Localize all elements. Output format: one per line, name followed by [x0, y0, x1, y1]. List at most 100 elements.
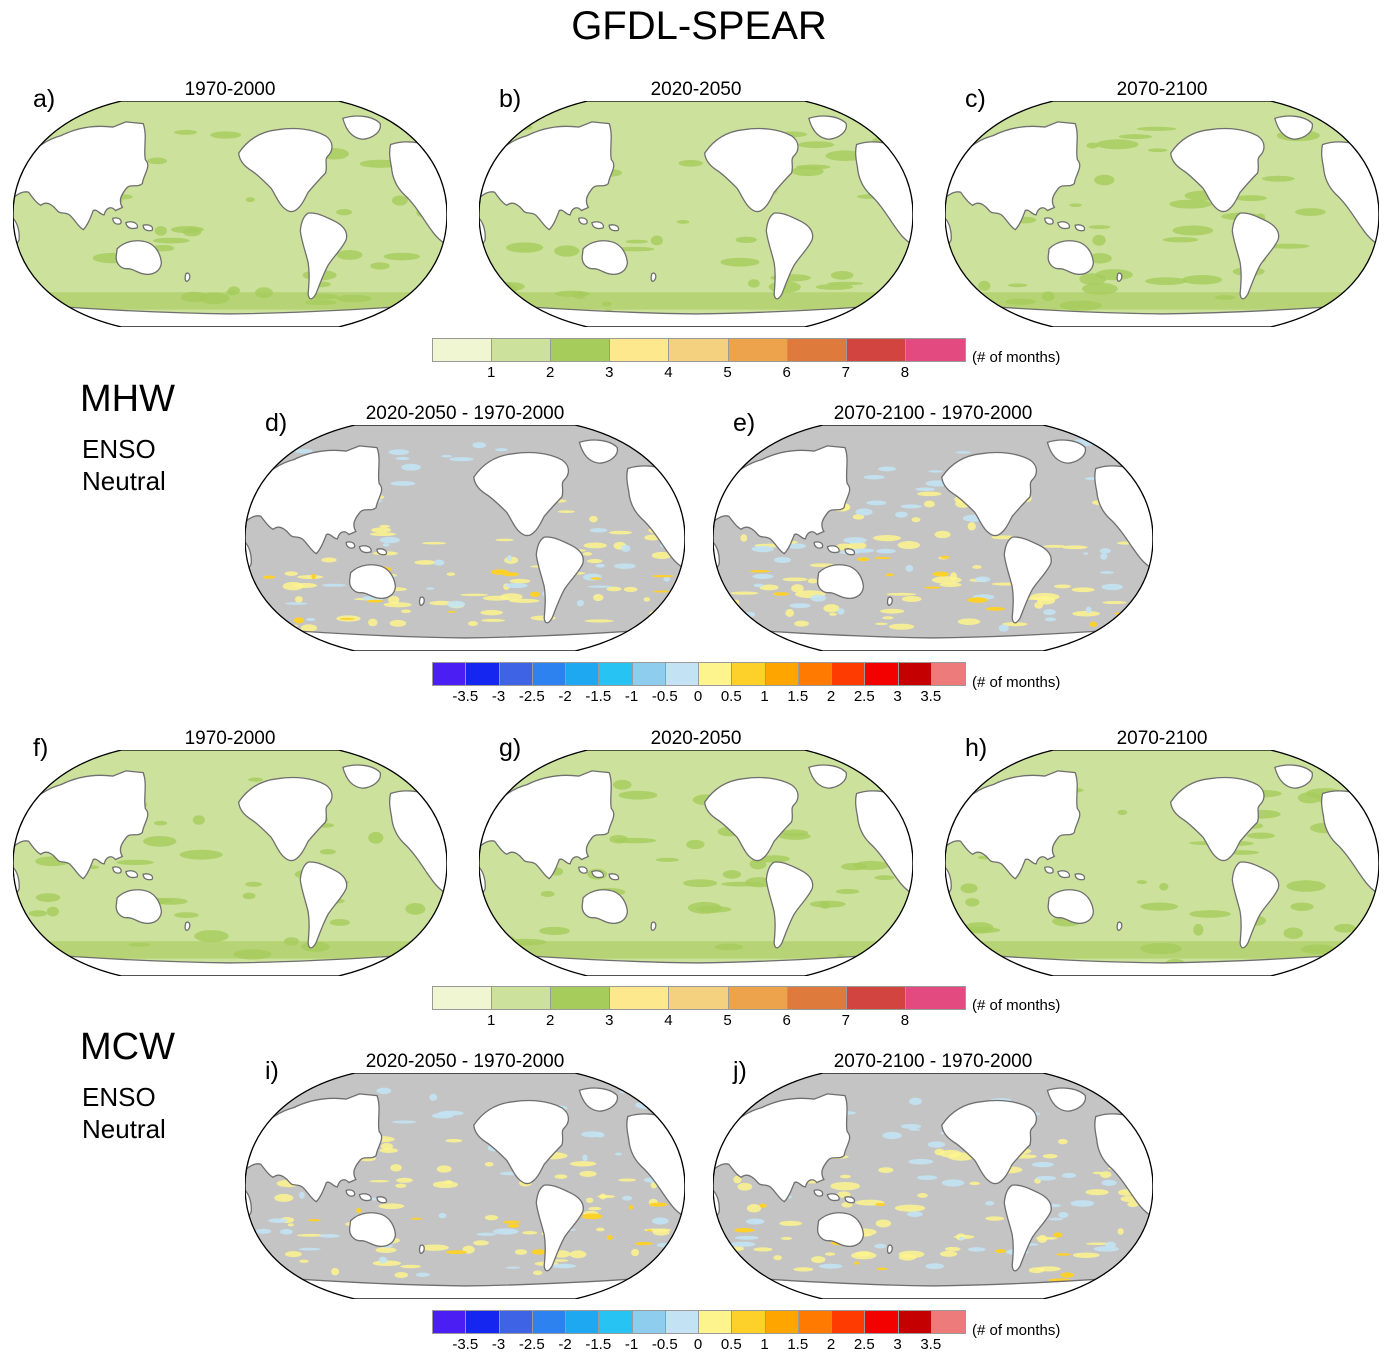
colorbar-swatch — [846, 987, 906, 1009]
higher-count-patch — [1193, 923, 1204, 936]
negative-anomaly-patch — [1085, 477, 1098, 481]
negative-anomaly-patch — [917, 1175, 938, 1181]
map-border — [945, 101, 1379, 327]
higher-count-patch — [370, 262, 390, 270]
strong-positive-anomaly-patch — [1056, 1253, 1071, 1256]
higher-count-patch — [830, 270, 854, 280]
positive-anomaly-patch — [623, 586, 638, 592]
higher-count-patch — [609, 834, 628, 844]
higher-count-patch — [618, 790, 658, 800]
negative-anomaly-patch — [379, 536, 400, 544]
map-panel-7 — [945, 750, 1379, 976]
landmass — [1003, 536, 1052, 624]
higher-count-patch — [780, 829, 809, 837]
landmass — [941, 451, 1038, 537]
negative-anomaly-patch — [279, 1229, 293, 1235]
higher-count-patch — [170, 226, 204, 234]
map-border — [245, 425, 685, 651]
colorbar-swatch — [905, 987, 965, 1009]
section-sub-mcw-2: Neutral — [82, 1114, 166, 1144]
landmass — [1074, 873, 1086, 881]
positive-anomaly-patch — [894, 1204, 926, 1212]
panel-letter-3: d) — [265, 409, 288, 437]
positive-anomaly-patch — [596, 1227, 605, 1232]
colorbar-swatch — [865, 1311, 899, 1333]
strong-positive-anomaly-patch — [606, 1235, 613, 1240]
landmass — [479, 770, 615, 880]
colorbar-swatch — [492, 987, 552, 1009]
landmass — [578, 439, 619, 464]
higher-count-patch — [1262, 175, 1295, 182]
negative-anomaly-patch — [635, 1101, 657, 1109]
section-label-mhw: MHW — [80, 378, 175, 420]
negative-anomaly-patch — [433, 559, 445, 566]
strong-positive-anomaly-patch — [339, 617, 356, 620]
negative-anomaly-patch — [905, 564, 914, 572]
positive-anomaly-patch — [296, 1233, 325, 1237]
panel-title-1: 2020-2050 — [650, 79, 742, 100]
positive-anomaly-patch — [824, 1252, 836, 1256]
positive-anomaly-patch — [829, 612, 837, 616]
positive-anomaly-patch — [898, 1254, 917, 1261]
colorbar-swatch — [798, 663, 832, 685]
colorbar-tick-label: 3 — [605, 1012, 614, 1029]
landmass — [945, 121, 1081, 231]
landmass — [245, 1093, 383, 1203]
landmass — [115, 889, 163, 924]
higher-count-patch — [655, 857, 680, 862]
strong-positive-anomaly-patch — [734, 1286, 752, 1289]
panel-letter-0: a) — [33, 85, 56, 113]
landmass — [591, 221, 605, 230]
map-panel-6 — [479, 750, 913, 976]
negative-anomaly-patch — [773, 556, 791, 564]
strong-positive-anomaly-patch — [734, 1227, 755, 1233]
higher-count-patch — [1333, 923, 1356, 933]
positive-anomaly-patch — [294, 582, 318, 588]
colorbar-tick-label: 4 — [664, 364, 673, 381]
positive-anomaly-patch — [395, 1183, 407, 1188]
negative-anomaly-patch — [640, 446, 651, 452]
landmass — [713, 1093, 851, 1203]
negative-anomaly-patch — [472, 442, 486, 449]
positive-anomaly-patch — [389, 619, 407, 627]
higher-count-patch — [957, 926, 1001, 934]
strong-positive-anomaly-patch — [649, 1202, 668, 1207]
positive-anomaly-patch — [746, 1204, 762, 1213]
higher-count-patch — [978, 280, 991, 291]
positive-anomaly-patch — [297, 575, 324, 579]
negative-anomaly-patch — [1099, 571, 1114, 574]
colorbar-swatch — [632, 663, 666, 685]
negative-anomaly-patch — [429, 1093, 438, 1101]
colorbar-swatch — [905, 339, 965, 361]
landmass — [765, 861, 814, 949]
higher-count-patch — [960, 883, 978, 894]
landmass — [1044, 217, 1054, 225]
higher-count-patch — [676, 219, 690, 224]
higher-count-patch — [686, 839, 705, 850]
landmass — [1231, 861, 1280, 949]
map-panel-2 — [945, 101, 1379, 327]
positive-anomaly-patch — [593, 593, 604, 602]
negative-anomaly-patch — [810, 594, 827, 602]
higher-count-patch — [1087, 253, 1112, 264]
positive-anomaly-patch — [782, 577, 808, 582]
higher-count-patch — [798, 141, 835, 149]
higher-count-patch — [1297, 792, 1322, 804]
positive-anomaly-patch — [331, 1267, 340, 1276]
higher-count-patch — [194, 930, 229, 943]
negative-anomaly-patch — [928, 470, 944, 473]
negative-anomaly-patch — [663, 576, 671, 582]
landmass — [765, 212, 814, 300]
higher-count-patch — [61, 310, 77, 321]
colorbar-swatch — [699, 663, 733, 685]
panel-letter-5: f) — [33, 734, 49, 762]
higher-count-patch — [116, 859, 154, 866]
colorbar-tick-label: 7 — [841, 364, 850, 381]
negative-anomaly-patch — [582, 1154, 588, 1162]
higher-count-patch — [1267, 243, 1310, 249]
negative-anomaly-patch — [927, 1141, 946, 1148]
positive-anomaly-patch — [579, 1170, 597, 1177]
positive-anomaly-patch — [1102, 601, 1127, 605]
higher-count-patch — [1295, 208, 1326, 216]
landmass — [473, 1099, 570, 1185]
